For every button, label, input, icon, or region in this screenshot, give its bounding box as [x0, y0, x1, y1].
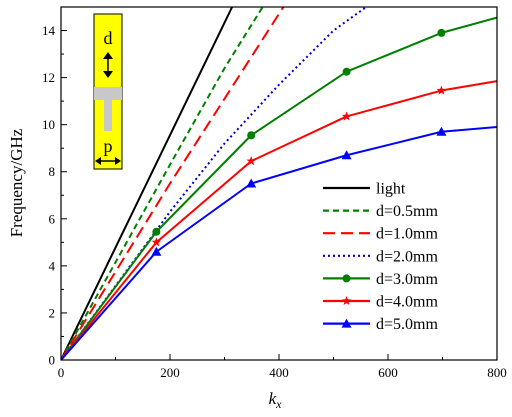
- data-point: [437, 28, 446, 37]
- data-point: [436, 85, 447, 95]
- data-point: [152, 227, 161, 236]
- legend-label: light: [376, 181, 406, 198]
- data-point: [247, 131, 256, 140]
- y-tick-label: 4: [49, 258, 56, 273]
- x-tick-label: 0: [58, 365, 65, 380]
- y-tick-label: 10: [42, 117, 55, 132]
- y-tick-label: 0: [49, 353, 56, 368]
- y-tick-label: 14: [42, 23, 56, 38]
- data-point: [151, 246, 162, 256]
- data-point: [342, 67, 351, 76]
- legend-marker: [341, 296, 352, 306]
- d-arrow-head-down-icon: [103, 71, 113, 78]
- x-axis-title-main: k: [269, 389, 277, 408]
- legend-label: d=3.0mm: [376, 271, 438, 288]
- series-line: [61, 7, 264, 360]
- y-tick-label: 12: [42, 70, 55, 85]
- tick-layer: 0 200 400 600 800 0 2 4 6 8 10 12 14: [42, 23, 507, 380]
- legend-label: d=1.0mm: [376, 226, 438, 243]
- marker-layer: [151, 28, 447, 256]
- data-point: [246, 178, 257, 188]
- legend-label: d=5.0mm: [376, 316, 438, 333]
- y-tick-label: 2: [49, 305, 56, 320]
- y-axis-title: Frequency/GHz: [7, 128, 26, 237]
- p-arrow-head-left-icon: [95, 157, 101, 165]
- series-line: [61, 80, 497, 360]
- inset-unit-cell: d p: [93, 13, 123, 170]
- legend-label: d=2.0mm: [376, 248, 438, 265]
- series-line: [61, 16, 497, 360]
- y-tick-label: 8: [49, 164, 56, 179]
- series-layer: [61, 7, 497, 360]
- x-tick-label: 400: [269, 365, 289, 380]
- x-axis-title-subscript: x: [275, 397, 282, 411]
- data-point: [341, 111, 352, 121]
- d-arrow-head-up-icon: [103, 52, 113, 59]
- data-point: [246, 156, 256, 166]
- data-point: [436, 126, 447, 136]
- legend-label: d=0.5mm: [376, 203, 438, 220]
- inset-label-p: p: [104, 136, 113, 156]
- data-point: [151, 237, 162, 247]
- p-arrow-head-right-icon: [115, 157, 121, 165]
- inset-t-stub: [94, 87, 122, 131]
- x-tick-label: 600: [378, 365, 398, 380]
- x-tick-label: 200: [160, 365, 180, 380]
- x-axis-title: kx: [269, 389, 283, 411]
- series-line: [61, 126, 497, 360]
- legend-marker: [342, 274, 351, 283]
- inset-label-d: d: [104, 28, 113, 48]
- y-tick-label: 6: [49, 211, 56, 226]
- series-line: [61, 7, 367, 360]
- legend-marker: [341, 318, 352, 328]
- series-line: [61, 7, 234, 360]
- series-line: [61, 7, 285, 360]
- data-point: [341, 150, 352, 160]
- legend: light d=0.5mm d=1.0mm d=2.0mm d=3.0mm d=4.0mm…: [323, 181, 438, 333]
- x-tick-label: 800: [487, 365, 507, 380]
- legend-label: d=4.0mm: [376, 294, 438, 311]
